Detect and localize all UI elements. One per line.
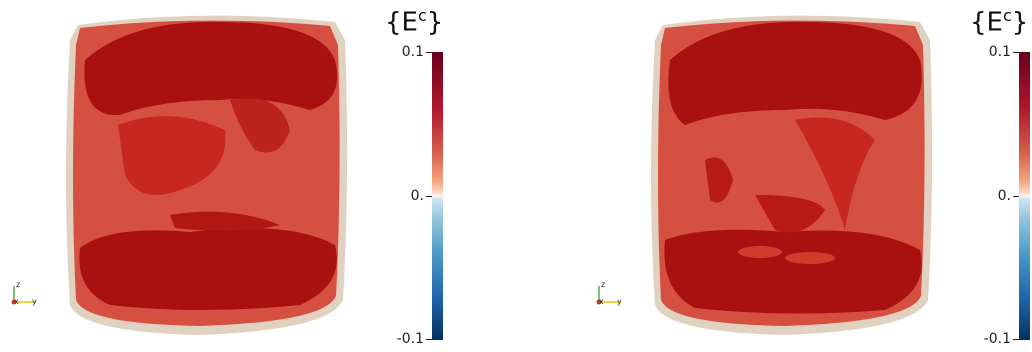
colorbar-title: {Ec} [385, 6, 444, 38]
axis-z-label: z [16, 280, 21, 289]
colorbar-tick-min: -0.1 [983, 331, 1011, 347]
colorbar-title: {Ec} [970, 6, 1029, 38]
axis-x-label: x [14, 297, 19, 306]
colorbar-tick-max: 0.1 [401, 44, 424, 60]
axis-x-label: x [599, 297, 604, 306]
colorbar [1019, 52, 1030, 340]
right-panel: z x y {Ec} 0.1 0. -0.1 [585, 0, 1032, 352]
colorbar-tick-min: -0.1 [396, 331, 424, 347]
left-panel: z x y {Ec} 0.1 0. -0.1 [11, 6, 444, 347]
axis-z-label: z [601, 280, 606, 289]
orientation-axes-left [11, 286, 36, 305]
colorbar-tick-zero: 0. [410, 188, 424, 204]
cylinder-render-right [651, 15, 933, 335]
orientation-axes-right [596, 286, 621, 305]
axis-y-label: y [32, 297, 37, 306]
cylinder-render-left [66, 15, 348, 335]
axis-y-label: y [617, 297, 622, 306]
colorbar [432, 52, 443, 340]
colorbar-tick-zero: 0. [997, 188, 1011, 204]
colorbar-tick-max: 0.1 [988, 44, 1011, 60]
